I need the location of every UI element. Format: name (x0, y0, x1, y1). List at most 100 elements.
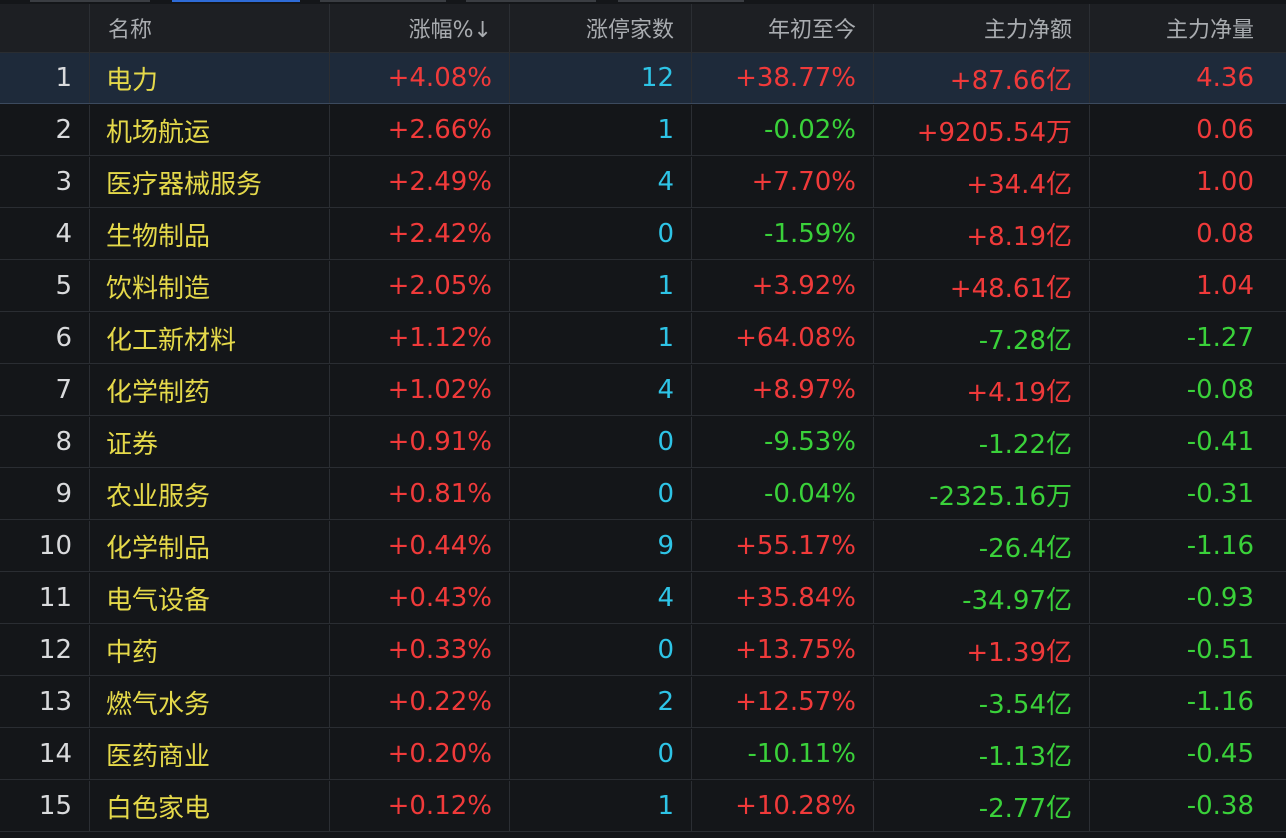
tab-indicator[interactable] (30, 0, 150, 2)
column-divider (509, 209, 510, 259)
tab-indicator[interactable] (618, 0, 744, 2)
column-divider (691, 313, 692, 363)
change-percent: +1.12% (387, 323, 492, 353)
table-row[interactable]: 1 电力 +4.08% 12 +38.77% +87.66亿 4.36 (0, 53, 1286, 104)
column-divider (873, 157, 874, 207)
row-index: 1 (55, 63, 72, 93)
change-percent: +1.02% (387, 375, 492, 405)
row-index: 3 (55, 167, 72, 197)
column-header-ytd[interactable]: 年初至今 (767, 18, 856, 43)
table-row[interactable]: 14 医药商业 +0.20% 0 -10.11% -1.13亿 -0.45 (0, 729, 1286, 780)
net-amount: +34.4亿 (966, 169, 1072, 200)
table-row[interactable]: 7 化学制药 +1.02% 4 +8.97% +4.19亿 -0.08 (0, 365, 1286, 416)
column-divider (509, 157, 510, 207)
column-divider (873, 729, 874, 779)
column-divider (873, 677, 874, 727)
column-divider (329, 781, 330, 831)
column-divider (509, 469, 510, 519)
net-volume: -0.31 (1186, 479, 1254, 509)
net-amount: -2325.16万 (929, 481, 1072, 512)
column-divider (873, 417, 874, 467)
column-divider (509, 781, 510, 831)
table-row[interactable]: 5 饮料制造 +2.05% 1 +3.92% +48.61亿 1.04 (0, 261, 1286, 312)
column-divider (873, 313, 874, 363)
table-row[interactable]: 8 证券 +0.91% 0 -9.53% -1.22亿 -0.41 (0, 417, 1286, 468)
net-amount: +48.61亿 (949, 273, 1072, 304)
column-divider (1089, 53, 1090, 103)
column-divider (691, 209, 692, 259)
limit-up-count: 1 (657, 115, 674, 145)
column-header-change[interactable]: 涨幅%↓ (408, 18, 492, 43)
column-divider (691, 677, 692, 727)
column-divider (329, 209, 330, 259)
column-header-name[interactable]: 名称 (108, 18, 153, 43)
tab-indicator[interactable] (466, 0, 596, 2)
net-volume: -0.45 (1186, 739, 1254, 769)
column-divider (691, 573, 692, 623)
net-amount: -3.54亿 (978, 689, 1072, 720)
net-volume: 0.06 (1196, 115, 1254, 145)
column-divider (89, 365, 90, 415)
tab-indicator-active[interactable] (172, 0, 300, 2)
column-divider (691, 729, 692, 779)
net-volume: 4.36 (1196, 63, 1254, 93)
column-divider (89, 53, 90, 103)
row-index: 10 (38, 531, 72, 561)
column-divider (509, 313, 510, 363)
column-divider (509, 677, 510, 727)
ytd-change: +12.57% (735, 687, 856, 717)
table-row[interactable]: 4 生物制品 +2.42% 0 -1.59% +8.19亿 0.08 (0, 209, 1286, 260)
row-index: 11 (38, 583, 72, 613)
column-divider (1089, 521, 1090, 571)
sector-name: 燃气水务 (106, 689, 211, 720)
column-divider (89, 157, 90, 207)
table-row[interactable]: 13 燃气水务 +0.22% 2 +12.57% -3.54亿 -1.16 (0, 677, 1286, 728)
net-volume: 1.04 (1196, 271, 1254, 301)
table-row[interactable]: 9 农业服务 +0.81% 0 -0.04% -2325.16万 -0.31 (0, 469, 1286, 520)
column-divider (691, 469, 692, 519)
change-percent: +0.81% (387, 479, 492, 509)
change-percent: +0.33% (387, 635, 492, 665)
table-row[interactable]: 12 中药 +0.33% 0 +13.75% +1.39亿 -0.51 (0, 625, 1286, 676)
sector-name: 化工新材料 (106, 325, 237, 356)
sector-name: 中药 (106, 637, 159, 668)
column-divider (1089, 729, 1090, 779)
sector-name: 电力 (106, 65, 159, 96)
column-header-limit-up[interactable]: 涨停家数 (585, 18, 674, 43)
table-row[interactable]: 3 医疗器械服务 +2.49% 4 +7.70% +34.4亿 1.00 (0, 157, 1286, 208)
column-divider (873, 781, 874, 831)
sector-name: 生物制品 (106, 221, 211, 252)
table-row[interactable]: 6 化工新材料 +1.12% 1 +64.08% -7.28亿 -1.27 (0, 313, 1286, 364)
table-row[interactable]: 10 化学制品 +0.44% 9 +55.17% -26.4亿 -1.16 (0, 521, 1286, 572)
ytd-change: -0.02% (764, 115, 856, 145)
sector-name: 白色家电 (106, 793, 211, 824)
table-row[interactable]: 11 电气设备 +0.43% 4 +35.84% -34.97亿 -0.93 (0, 573, 1286, 624)
column-divider (509, 521, 510, 571)
limit-up-count: 4 (657, 167, 674, 197)
column-divider (89, 469, 90, 519)
column-header-net-volume[interactable]: 主力净量 (1165, 18, 1254, 43)
column-divider (1089, 157, 1090, 207)
sector-name: 农业服务 (106, 481, 211, 512)
table-row[interactable]: 2 机场航运 +2.66% 1 -0.02% +9205.54万 0.06 (0, 105, 1286, 156)
net-amount: +87.66亿 (949, 65, 1072, 96)
net-volume: -0.41 (1186, 427, 1254, 457)
row-index: 2 (55, 115, 72, 145)
column-divider (1089, 417, 1090, 467)
table-row[interactable]: 15 白色家电 +0.12% 1 +10.28% -2.77亿 -0.38 (0, 781, 1286, 832)
ytd-change: -1.59% (764, 219, 856, 249)
column-header-net-amount[interactable]: 主力净额 (983, 18, 1072, 43)
net-volume: -1.16 (1186, 531, 1254, 561)
table-header: 名称 涨幅%↓ 涨停家数 年初至今 主力净额 主力净量 (0, 4, 1286, 53)
change-percent: +4.08% (387, 63, 492, 93)
tab-indicator[interactable] (320, 0, 446, 2)
column-divider (329, 625, 330, 675)
top-tab-strip (0, 0, 1286, 3)
column-divider (329, 573, 330, 623)
column-divider (89, 209, 90, 259)
net-volume: 0.08 (1196, 219, 1254, 249)
column-divider (1089, 365, 1090, 415)
sector-name: 医药商业 (106, 741, 211, 772)
ytd-change: +8.97% (751, 375, 856, 405)
column-divider (89, 573, 90, 623)
